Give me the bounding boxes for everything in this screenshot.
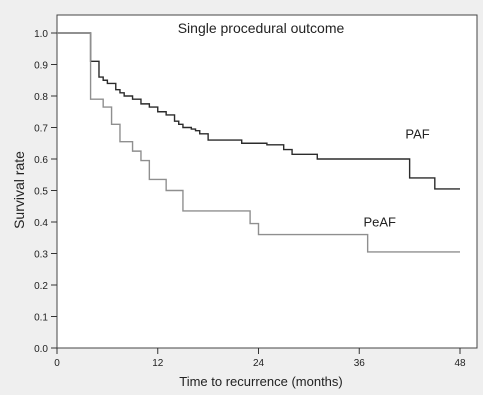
x-tick-label: 0 bbox=[54, 358, 60, 369]
series-line-peaf bbox=[57, 32, 460, 253]
y-tick-label: 0.6 bbox=[34, 155, 48, 166]
y-tick-label: 1.0 bbox=[34, 29, 48, 40]
y-tick-label: 0.9 bbox=[34, 61, 48, 72]
x-tick-label: 24 bbox=[253, 358, 265, 369]
y-axis-label: Survival rate bbox=[11, 151, 27, 229]
plot-area bbox=[56, 14, 478, 349]
x-axis-label: Time to recurrence (months) bbox=[179, 374, 343, 389]
series-label-paf: PAF bbox=[405, 127, 429, 142]
y-tick-label: 0.5 bbox=[34, 187, 48, 198]
series-line-paf bbox=[57, 32, 460, 190]
x-tick-label: 12 bbox=[152, 358, 164, 369]
chart-title: Single procedural outcome bbox=[178, 20, 345, 36]
y-tick-label: 0.4 bbox=[34, 218, 48, 229]
y-tick-label: 0.7 bbox=[34, 124, 48, 135]
y-tick-label: 0.3 bbox=[34, 250, 48, 261]
x-tick-label: 48 bbox=[454, 358, 466, 369]
y-tick-label: 0.0 bbox=[34, 344, 48, 355]
y-tick-label: 0.2 bbox=[34, 281, 48, 292]
x-tick-label: 36 bbox=[354, 358, 366, 369]
y-tick-label: 0.8 bbox=[34, 92, 48, 103]
y-tick-label: 0.1 bbox=[34, 313, 48, 324]
series-label-peaf: PeAF bbox=[363, 215, 396, 230]
